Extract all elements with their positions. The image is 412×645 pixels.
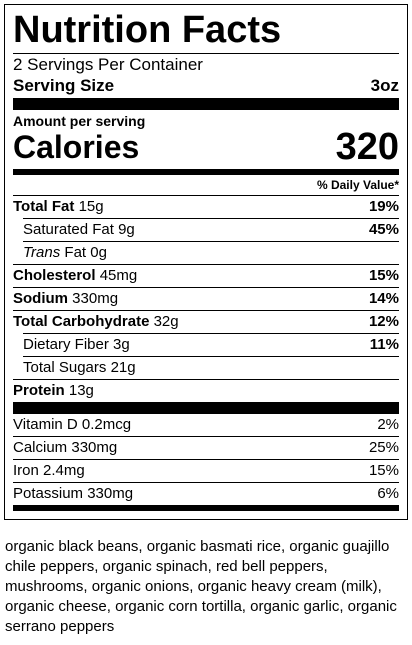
nutrient-name: Cholesterol	[13, 267, 96, 284]
vitamin-amount: 330mg	[87, 485, 134, 502]
ingredients: organic black beans, organic basmati ric…	[5, 538, 397, 635]
vitamin-dv: 2%	[377, 416, 399, 433]
vitamin-dv: 6%	[377, 485, 399, 502]
nutrient-dv: 12%	[368, 313, 399, 330]
nutrient-name: Saturated Fat	[23, 221, 114, 238]
calories-value: 320	[335, 126, 399, 168]
nutrient-amount: 32g	[153, 313, 179, 330]
nutrient-row: Total Sugars 21g	[23, 356, 399, 379]
nutrient-amount: 0g	[90, 244, 107, 261]
nutrient-prefix: Trans	[23, 244, 61, 261]
serving-size: Serving Size 3oz	[13, 75, 399, 96]
nutrient-row: Saturated Fat 9g 45%	[23, 218, 399, 241]
vitamin-row: Iron 2.4mg 15%	[13, 459, 399, 482]
nutrient-row: Dietary Fiber 3g 11%	[23, 333, 399, 356]
vitamin-row: Calcium 330mg 25%	[13, 436, 399, 459]
vitamin-dv: 25%	[368, 439, 399, 456]
serving-size-label: Serving Size	[13, 76, 115, 95]
vitamin-row: Vitamin D 0.2mcg 2%	[13, 414, 399, 436]
calories-label: Calories	[13, 129, 140, 165]
nutrient-amount: 45mg	[99, 267, 138, 284]
divider	[13, 169, 399, 175]
vitamin-name: Calcium	[13, 439, 68, 456]
servings: 2 Servings Per Container	[13, 55, 203, 74]
nutrient-amount: 9g	[118, 221, 135, 238]
divider	[13, 98, 399, 110]
nutrient-name: Sodium	[13, 290, 68, 307]
nutrient-row: Total Fat 15g 19%	[13, 195, 399, 218]
vitamin-row: Potassium 330mg 6%	[13, 482, 399, 505]
nutrient-name: Protein	[13, 382, 65, 399]
vitamin-amount: 2.4mg	[43, 462, 85, 479]
vitamin-name: Potassium	[13, 485, 84, 502]
divider	[13, 402, 399, 414]
nutrient-amount: 3g	[113, 336, 130, 353]
amount-per-serving: Amount per serving	[13, 113, 146, 129]
vitamin-dv: 15%	[368, 462, 399, 479]
nutrient-row: Total Carbohydrate 32g 12%	[13, 310, 399, 333]
vitamin-name: Iron	[13, 462, 39, 479]
nutrient-name: Total Fat	[13, 198, 75, 215]
nutrient-amount: 15g	[78, 198, 104, 215]
nutrition-label: Nutrition Facts 2 Servings Per Container…	[4, 4, 408, 520]
dv-header: % Daily Value*	[316, 178, 399, 192]
vitamin-amount: 0.2mcg	[81, 416, 132, 433]
nutrient-dv: 14%	[368, 290, 399, 307]
title: Nutrition Facts	[13, 7, 399, 54]
vitamin-name: Vitamin D	[13, 416, 78, 433]
vitamins: Vitamin D 0.2mcg 2% Calcium 330mg 25% Iron…	[13, 414, 399, 505]
nutrient-row: Sodium 330mg 14%	[13, 287, 399, 310]
nutrient-amount: 13g	[68, 382, 94, 399]
nutrient-dv: 19%	[368, 198, 399, 215]
nutrient-name: Total Sugars	[23, 359, 107, 376]
serving-size-value: 3oz	[370, 76, 399, 95]
nutrient-row: Protein 13g	[13, 379, 399, 402]
nutrient-name: Fat	[64, 244, 87, 261]
nutrient-dv: 11%	[369, 336, 399, 353]
divider	[13, 505, 399, 511]
vitamin-amount: 330mg	[71, 439, 118, 456]
nutrient-row: Cholesterol 45mg 15%	[13, 264, 399, 287]
calories: Calories 320	[13, 126, 399, 168]
nutrient-amount: 21g	[110, 359, 136, 376]
nutrient-name: Dietary Fiber	[23, 336, 109, 353]
nutrient-amount: 330mg	[72, 290, 119, 307]
nutrient-dv: 15%	[368, 267, 399, 284]
nutrient-row: Trans Fat 0g	[23, 241, 399, 264]
nutrient-name: Total Carbohydrate	[13, 313, 150, 330]
nutrient-dv: 45%	[368, 221, 399, 238]
